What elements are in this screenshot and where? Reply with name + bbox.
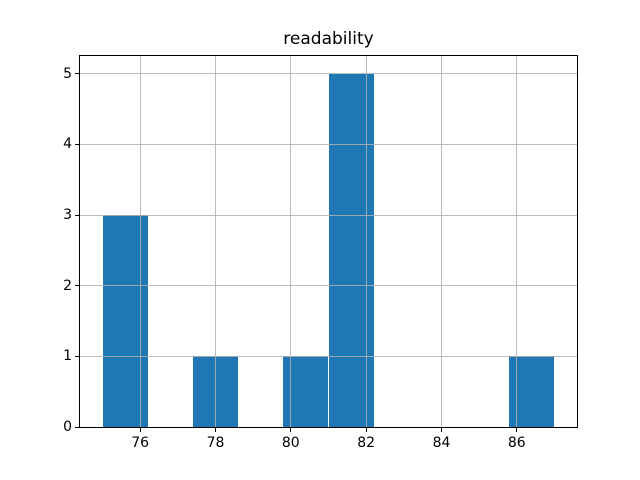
plot-area — [79, 55, 578, 428]
x-tick-label-80: 80 — [281, 435, 300, 451]
gridline-y-1 — [80, 355, 577, 357]
y-tick-label-3: 3 — [63, 207, 72, 223]
y-tick-label-1: 1 — [63, 348, 72, 365]
x-tick-mark-86 — [516, 428, 518, 432]
y-tick-label-0: 0 — [63, 419, 72, 435]
gridline-x-82 — [365, 56, 367, 427]
x-tick-label-86: 86 — [507, 435, 526, 451]
gridline-x-76 — [139, 56, 141, 427]
x-tick-label-76: 76 — [131, 435, 150, 451]
y-tick-mark-1 — [75, 355, 79, 357]
histogram-bar — [328, 73, 374, 427]
y-tick-mark-0 — [75, 426, 79, 428]
chart-title: readability — [283, 29, 374, 49]
gridline-y-4 — [80, 143, 577, 145]
x-tick-mark-76 — [139, 428, 141, 432]
gridline-x-86 — [516, 56, 518, 427]
x-tick-mark-78 — [215, 428, 216, 432]
gridline-y-5 — [80, 73, 577, 75]
x-tick-mark-80 — [290, 428, 292, 432]
y-tick-mark-2 — [75, 285, 79, 287]
x-tick-label-82: 82 — [357, 435, 376, 451]
y-tick-mark-3 — [75, 214, 79, 216]
x-tick-mark-82 — [365, 428, 367, 432]
y-tick-label-4: 4 — [63, 136, 72, 153]
x-tick-mark-84 — [441, 428, 442, 432]
gridline-y-2 — [80, 285, 577, 287]
gridline-x-78 — [215, 56, 216, 427]
y-tick-label-2: 2 — [63, 277, 72, 294]
gridline-x-84 — [441, 56, 442, 427]
y-tick-mark-5 — [75, 73, 79, 75]
gridline-y-3 — [80, 214, 577, 216]
y-tick-label-5: 5 — [63, 65, 72, 82]
x-tick-label-84: 84 — [432, 435, 451, 451]
histogram-bar — [102, 215, 148, 427]
y-tick-mark-4 — [75, 143, 79, 145]
x-tick-label-78: 78 — [206, 435, 225, 451]
gridline-x-80 — [290, 56, 292, 427]
